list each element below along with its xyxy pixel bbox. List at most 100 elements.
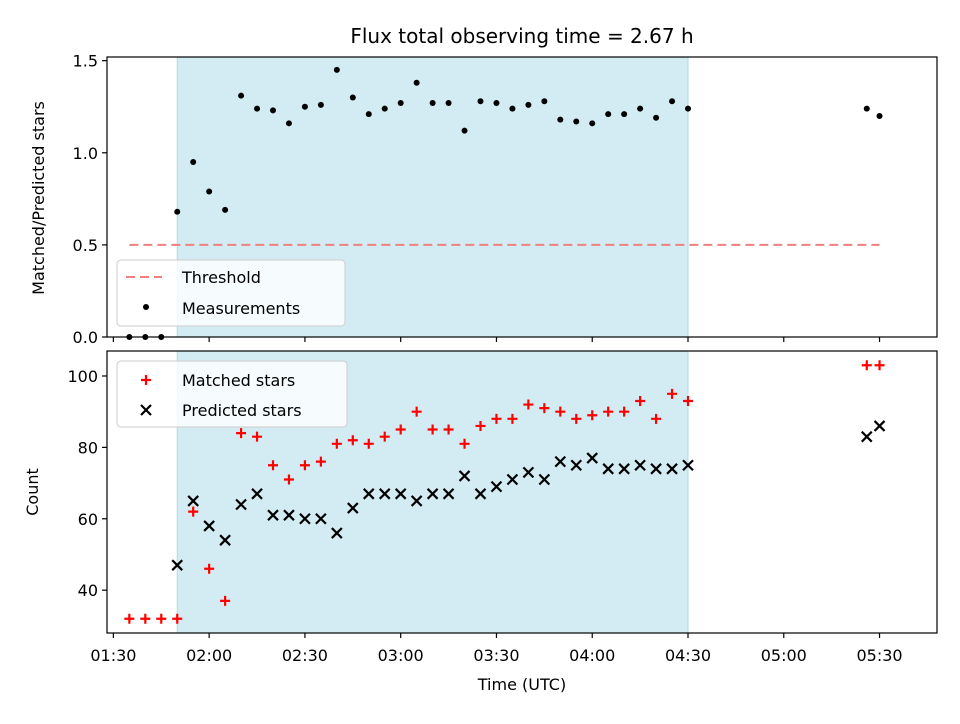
predicted-stars-point — [315, 512, 327, 525]
matched-stars-point — [667, 388, 678, 399]
matched-stars-point — [395, 424, 406, 435]
matched-stars-point — [539, 403, 550, 414]
matched-stars-point — [347, 435, 358, 446]
measurement-point — [669, 98, 676, 105]
matched-stars-point — [587, 410, 598, 421]
measurement-point — [190, 159, 197, 165]
matched-stars-point — [619, 406, 630, 417]
predicted-stars-point — [442, 488, 455, 500]
bottom-y-tick-label: 100 — [67, 367, 98, 386]
matched-stars-point — [651, 413, 662, 424]
matched-stars-point — [156, 613, 167, 624]
matched-stars-point — [363, 438, 374, 449]
predicted-stars-point — [331, 527, 343, 539]
measurement-point — [509, 105, 516, 112]
measurement-point — [285, 120, 292, 127]
predicted-stars-point — [299, 512, 311, 525]
measurement-point — [429, 100, 436, 107]
matched-stars-point — [635, 395, 646, 406]
predicted-stars-point — [458, 470, 471, 482]
top-y-tick-label: 1.0 — [73, 144, 98, 163]
legend-matched-label: Matched stars — [182, 371, 295, 390]
matched-stars-point — [603, 406, 614, 417]
predicted-stars-point — [219, 534, 231, 546]
measurement-point — [301, 103, 308, 110]
bottom-y-tick-label: 40 — [78, 581, 98, 600]
matched-stars-point — [268, 460, 278, 471]
matched-stars-point — [475, 420, 486, 431]
measurement-point — [206, 188, 213, 195]
measurement-point — [573, 118, 580, 125]
matched-stars-point — [252, 431, 263, 442]
predicted-stars-point — [283, 509, 295, 521]
x-tick-label: 04:30 — [665, 646, 711, 665]
matched-stars-point — [683, 395, 693, 406]
measurement-point — [589, 120, 596, 127]
predicted-stars-point — [187, 495, 199, 507]
predicted-stars-point — [235, 498, 247, 511]
legend-box — [116, 259, 346, 327]
legend-threshold-label: Threshold — [181, 268, 261, 287]
measurement-point — [557, 116, 564, 123]
measurement-point — [637, 105, 644, 112]
measurement-point — [685, 105, 691, 112]
measurement-point — [381, 105, 388, 112]
predicted-stars-point — [347, 502, 359, 514]
predicted-stars-point — [860, 430, 873, 443]
measurement-point — [222, 206, 229, 213]
matched-stars-point — [124, 613, 135, 624]
legend-matched-swatch — [141, 375, 151, 385]
measurement-point — [174, 208, 181, 215]
matched-stars-point — [236, 428, 247, 439]
matched-stars-point — [443, 424, 454, 435]
top-y-tick-label: 0.5 — [73, 236, 98, 255]
predicted-stars-point — [490, 480, 503, 493]
predicted-stars-point — [410, 495, 423, 507]
predicted-stars-point — [426, 488, 439, 500]
x-tick-label: 02:30 — [282, 646, 328, 665]
matched-stars-point — [491, 413, 502, 424]
predicted-stars-point — [362, 488, 375, 500]
matched-stars-point — [379, 431, 390, 442]
predicted-stars-point — [650, 463, 662, 475]
matched-stars-point — [459, 438, 470, 449]
measurement-point — [413, 79, 420, 86]
predicted-stars-point — [203, 520, 215, 532]
measurement-point — [525, 101, 532, 108]
measurement-point — [317, 101, 324, 108]
bottom-axes-frame — [106, 350, 938, 634]
matched-stars-point — [507, 413, 518, 424]
predicted-stars-point — [586, 452, 599, 464]
measurement-point — [349, 94, 356, 101]
matched-stars-point — [571, 413, 582, 424]
x-tick-label: 05:00 — [761, 646, 807, 665]
x-tick-label: 03:30 — [473, 646, 519, 665]
predicted-stars-point — [506, 473, 519, 486]
predicted-stars-point — [570, 459, 583, 472]
measurement-point — [333, 66, 340, 73]
measurement-point — [477, 98, 484, 105]
matched-stars-point — [315, 456, 326, 467]
predicted-stars-point — [682, 459, 694, 472]
x-tick-label: 01:30 — [90, 646, 136, 665]
matched-stars-point — [427, 424, 438, 435]
predicted-stars-point — [666, 463, 678, 475]
matched-stars-point — [283, 474, 294, 485]
measurement-point — [365, 111, 372, 118]
predicted-stars-point — [538, 473, 551, 486]
x-axis-label: Time (UTC) — [477, 675, 566, 694]
matched-stars-point — [555, 406, 566, 417]
predicted-stars-point — [171, 559, 184, 571]
predicted-stars-point — [378, 488, 391, 500]
matched-stars-point — [204, 563, 215, 574]
legend-box — [116, 360, 348, 428]
measurement-point — [876, 112, 883, 119]
top-axes-frame — [106, 56, 938, 338]
x-tick-label: 04:00 — [569, 646, 615, 665]
matched-stars-point — [523, 399, 534, 410]
predicted-stars-point — [267, 509, 279, 521]
measurement-point — [254, 105, 261, 112]
matched-stars-point — [331, 438, 342, 449]
measurement-point — [493, 100, 500, 107]
measurement-point — [541, 98, 548, 105]
